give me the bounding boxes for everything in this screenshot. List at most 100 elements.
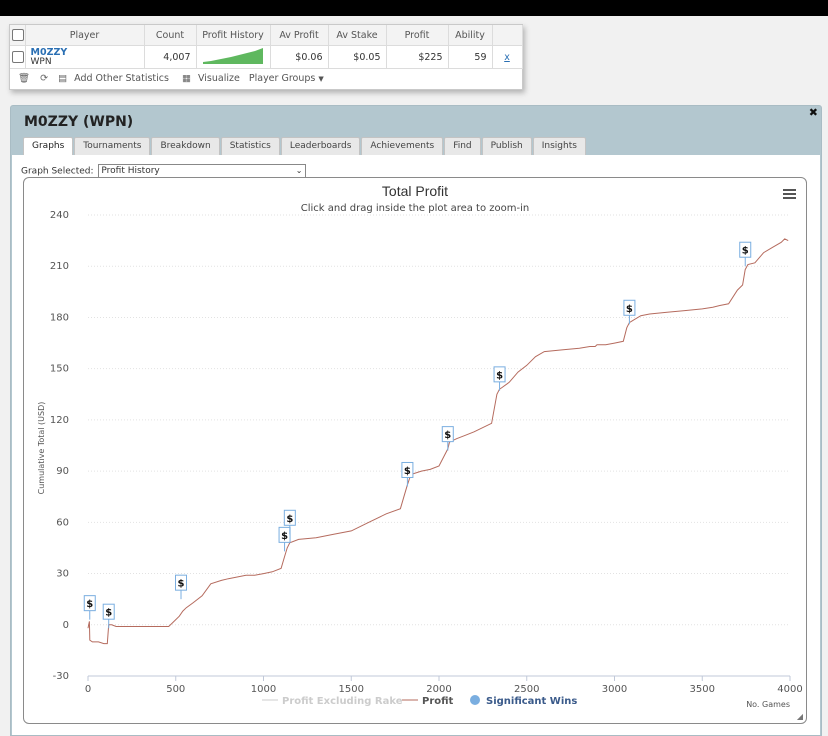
x-tick-label: 1500: [339, 684, 364, 695]
chevron-down-icon: ▼: [318, 75, 324, 83]
legend-label: Profit: [422, 696, 454, 707]
remove-player-link[interactable]: x: [492, 45, 523, 69]
player-name-link[interactable]: M0ZZY: [30, 46, 68, 58]
table-row: M0ZZY WPN 4,007 $0.06 $0.05 $225 59 x: [10, 45, 523, 69]
flag-box: [278, 526, 291, 543]
legend-item[interactable]: Profit: [402, 696, 454, 707]
legend-label: Profit Excluding Rake: [282, 696, 403, 707]
av-stake-cell: $0.05: [328, 45, 387, 69]
visualize-button[interactable]: Visualize: [198, 73, 240, 84]
significant-win-flag[interactable]: $: [739, 241, 752, 267]
graph-select-dropdown[interactable]: Profit History ⌄: [98, 164, 307, 178]
flag-box: [83, 595, 96, 612]
tab-publish[interactable]: Publish: [481, 137, 532, 155]
profit-cell: $225: [386, 45, 449, 69]
legend-label: Significant Wins: [486, 696, 577, 707]
x-axis-label: No. Games: [746, 700, 790, 709]
resize-handle-icon[interactable]: ◢: [796, 712, 803, 721]
flag-label: $: [178, 579, 185, 590]
chart-legend: Profit Excluding Rake Profit Significant W…: [262, 695, 577, 707]
x-tick-label: 1000: [251, 684, 276, 695]
visualize-icon: ▦: [181, 73, 191, 84]
col-header-av-profit[interactable]: Av Profit: [270, 25, 329, 46]
significant-win-flag[interactable]: $: [623, 299, 636, 325]
significant-win-flag[interactable]: $: [278, 526, 291, 552]
flag-box: [739, 241, 752, 258]
significant-win-flag[interactable]: $: [441, 426, 454, 451]
flag-label: $: [496, 370, 503, 381]
profit-chart[interactable]: Total Profit Click and drag inside the p…: [24, 178, 806, 723]
significant-win-flag[interactable]: $: [102, 603, 115, 629]
ability-cell: 59: [448, 45, 493, 69]
significant-win-flag[interactable]: $: [283, 509, 296, 535]
player-panel: M0ZZY (WPN) ✖ Graphs Tournaments Breakdown…: [10, 105, 822, 736]
flag-label: $: [404, 466, 411, 477]
col-header-count[interactable]: Count: [144, 25, 197, 46]
flag-box: [283, 509, 296, 526]
significant-win-flag[interactable]: $: [83, 595, 96, 620]
tab-graphs[interactable]: Graphs: [23, 137, 74, 156]
y-tick-label: 180: [50, 312, 69, 323]
x-tick-label: 3500: [690, 684, 715, 695]
select-all-checkbox[interactable]: [12, 29, 24, 41]
col-header-av-stake[interactable]: Av Stake: [328, 25, 387, 46]
chart-subtitle: Click and drag inside the plot area to z…: [301, 203, 529, 214]
tab-breakdown[interactable]: Breakdown: [151, 137, 220, 155]
y-axis-label: Cumulative Total (USD): [37, 402, 46, 495]
add-stats-icon: ▤: [58, 73, 68, 84]
y-tick-label: 30: [56, 569, 69, 580]
x-tick-label: 0: [85, 684, 91, 695]
top-bar: [0, 0, 828, 16]
table-header-row: Player Count Profit History Av Profit Av…: [10, 25, 523, 46]
panel-tabs: Graphs Tournaments Breakdown Statistics Lead…: [23, 137, 587, 156]
col-header-ability[interactable]: Ability: [448, 25, 493, 46]
y-tick-label: 60: [56, 517, 69, 528]
row-checkbox[interactable]: [12, 51, 24, 63]
chart-container[interactable]: Total Profit Click and drag inside the p…: [23, 177, 807, 724]
trash-icon[interactable]: 🗑: [18, 73, 31, 84]
profit-history-sparkline: [196, 45, 271, 69]
legend-marker-symbol: [470, 695, 480, 705]
significant-win-flag[interactable]: $: [493, 366, 506, 391]
tab-tournaments[interactable]: Tournaments: [74, 137, 151, 155]
player-groups-dropdown[interactable]: Player Groups ▼: [248, 73, 324, 84]
col-header-player[interactable]: Player: [25, 25, 145, 46]
legend-item[interactable]: Significant Wins: [470, 695, 577, 707]
col-header-profit[interactable]: Profit: [386, 25, 449, 46]
tab-find[interactable]: Find: [444, 137, 481, 155]
y-tick-label: 150: [50, 364, 69, 375]
x-tick-label: 2500: [514, 684, 539, 695]
flag-box: [441, 426, 454, 443]
legend-item[interactable]: Profit Excluding Rake: [262, 696, 403, 707]
chevron-down-icon: ⌄: [295, 166, 303, 175]
y-tick-label: 240: [50, 210, 69, 221]
flag-label: $: [86, 599, 93, 610]
tab-statistics[interactable]: Statistics: [220, 137, 280, 155]
x-tick-label: 2000: [426, 684, 451, 695]
y-tick-label: 120: [50, 415, 69, 426]
flag-box: [493, 366, 506, 383]
player-network: WPN: [30, 56, 52, 67]
panel-title: M0ZZY (WPN): [24, 114, 134, 130]
col-header-profit-history[interactable]: Profit History: [196, 25, 271, 46]
graph-selector: Graph Selected: Profit History ⌄: [21, 164, 307, 178]
y-tick-label: -30: [53, 671, 69, 682]
tab-achievements[interactable]: Achievements: [361, 137, 444, 155]
add-other-statistics-button[interactable]: Add Other Statistics: [74, 73, 169, 84]
refresh-icon[interactable]: ⟳: [40, 73, 49, 84]
tab-insights[interactable]: Insights: [532, 137, 586, 155]
av-profit-cell: $0.06: [270, 45, 329, 69]
player-summary-table: Player Count Profit History Av Profit Av…: [9, 24, 523, 90]
x-tick-label: 4000: [777, 684, 802, 695]
significant-win-flag[interactable]: $: [401, 461, 414, 487]
close-icon[interactable]: ✖: [808, 106, 818, 119]
y-tick-label: 210: [50, 261, 69, 272]
flag-label: $: [281, 531, 288, 542]
flag-box: [623, 299, 636, 316]
flag-label: $: [105, 608, 112, 619]
flag-box: [401, 461, 414, 478]
menu-icon[interactable]: [783, 189, 796, 199]
x-tick-label: 500: [166, 684, 185, 695]
tab-leaderboards[interactable]: Leaderboards: [280, 137, 361, 155]
significant-win-flag[interactable]: $: [175, 574, 188, 600]
